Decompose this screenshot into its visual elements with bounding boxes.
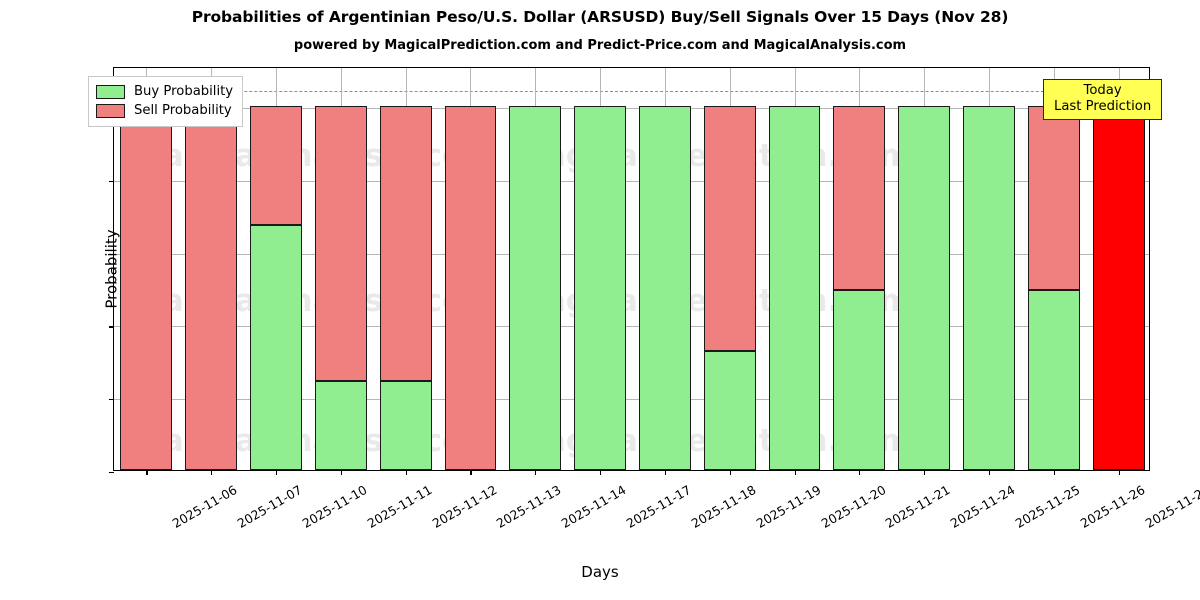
x-axis-tick-label: 2025-11-27 (1142, 482, 1200, 531)
bar-segment-buy[interactable] (509, 106, 562, 470)
legend-item-sell[interactable]: Sell Probability (96, 101, 233, 120)
y-axis-tick-mark (109, 472, 114, 474)
today-annotation: Today Last Prediction (1043, 79, 1163, 120)
bar-2025-11-13[interactable] (444, 66, 497, 470)
legend-swatch-buy-icon (96, 84, 125, 99)
x-axis-tick-mark (1118, 470, 1120, 475)
bar-segment-sell[interactable] (185, 106, 238, 470)
x-axis-tick-label: 2025-11-13 (494, 482, 564, 531)
x-axis-tick-mark (146, 470, 148, 475)
gridline-horizontal (114, 180, 1149, 182)
bar-segment-sell[interactable] (703, 106, 756, 351)
gridline-horizontal (114, 326, 1149, 328)
legend-item-buy[interactable]: Buy Probability (96, 82, 233, 101)
bar-2025-11-07[interactable] (185, 66, 238, 470)
bar-segment-sell[interactable] (314, 106, 367, 381)
bar-2025-11-06[interactable] (120, 66, 173, 470)
x-axis-tick-label: 2025-11-26 (1077, 482, 1148, 531)
bar-2025-11-11[interactable] (314, 66, 367, 470)
bar-2025-11-24[interactable] (898, 66, 951, 470)
x-axis-tick-mark (664, 470, 666, 475)
gridline-horizontal (114, 253, 1149, 255)
bar-2025-11-12[interactable] (379, 66, 432, 470)
x-axis-tick-label: 2025-11-24 (947, 482, 1018, 531)
bar-2025-11-10[interactable] (250, 66, 302, 470)
bar-segment-sell[interactable] (379, 106, 432, 381)
bar-segment-buy[interactable] (574, 106, 626, 470)
bar-segment-today[interactable] (1092, 106, 1145, 470)
page-title: Probabilities of Argentinian Peso/U.S. D… (191, 8, 1009, 26)
x-axis-tick-mark (340, 470, 342, 475)
bar-segment-sell[interactable] (250, 106, 302, 226)
x-axis-tick-label: 2025-11-18 (688, 482, 759, 531)
x-axis-tick-label: 2025-11-19 (753, 482, 824, 531)
x-axis-tick-mark (729, 470, 731, 475)
bar-segment-sell[interactable] (833, 106, 886, 290)
gridline-horizontal (114, 108, 1149, 110)
bar-2025-11-21[interactable] (833, 66, 886, 470)
bar-2025-11-25[interactable] (963, 66, 1015, 470)
bar-2025-11-27[interactable] (1092, 66, 1145, 470)
legend-label-buy: Buy Probability (134, 84, 234, 99)
y-axis-tick-mark (109, 326, 114, 328)
x-axis-tick-label: 2025-11-25 (1012, 482, 1083, 531)
bar-segment-buy[interactable] (703, 350, 756, 470)
plot-area: MagicalAnalysis.comMagicalPrediction.com… (103, 67, 1200, 531)
bar-segment-buy[interactable] (379, 380, 432, 470)
x-axis-tick-mark (600, 470, 602, 475)
today-annotation-line1: Today (1083, 83, 1122, 98)
x-axis-tick-label: 2025-11-14 (558, 482, 629, 531)
threshold-line (114, 91, 1149, 92)
x-axis-tick-label: 2025-11-17 (623, 482, 694, 531)
x-axis-tick-label: 2025-11-11 (364, 482, 435, 531)
bar-2025-11-20[interactable] (768, 66, 821, 470)
x-axis-label: Days (581, 563, 619, 581)
bar-segment-buy[interactable] (314, 380, 367, 470)
legend-swatch-sell-icon (96, 103, 125, 118)
today-annotation-line2: Last Prediction (1054, 99, 1152, 114)
chart-legend: Buy Probability Sell Probability (88, 76, 244, 127)
bar-2025-11-17[interactable] (574, 66, 626, 470)
bar-segment-sell[interactable] (120, 106, 173, 470)
x-axis-tick-mark (924, 470, 926, 475)
bar-2025-11-14[interactable] (509, 66, 562, 470)
x-axis-tick-label: 2025-11-07 (234, 482, 305, 531)
x-axis-tick-label: 2025-11-10 (299, 482, 370, 531)
x-axis-tick-mark (1053, 470, 1055, 475)
legend-label-sell: Sell Probability (134, 103, 232, 118)
bar-2025-11-19[interactable] (703, 66, 756, 470)
bar-segment-sell[interactable] (1027, 106, 1080, 290)
x-axis-tick-label: 2025-11-06 (170, 482, 240, 531)
x-axis-tick-label: 2025-11-12 (429, 482, 500, 531)
bar-segment-buy[interactable] (250, 225, 302, 470)
bar-segment-sell[interactable] (444, 106, 497, 470)
bar-segment-buy[interactable] (1027, 289, 1080, 470)
chart-subtitle: powered by MagicalPrediction.com and Pre… (293, 38, 907, 53)
gridline-horizontal (114, 399, 1149, 401)
bar-segment-buy[interactable] (898, 106, 951, 470)
bar-segment-buy[interactable] (638, 106, 691, 470)
x-axis-tick-mark (276, 470, 278, 475)
x-axis-tick-label: 2025-11-21 (882, 482, 953, 531)
x-axis-tick-label: 2025-11-20 (818, 482, 889, 531)
bar-segment-buy[interactable] (833, 289, 886, 470)
bar-segment-buy[interactable] (768, 106, 821, 470)
y-axis-tick-mark (109, 253, 114, 255)
bar-2025-11-26[interactable] (1027, 66, 1080, 470)
x-axis-tick-mark (211, 470, 213, 475)
x-axis-tick-mark (794, 470, 796, 475)
y-axis-label: Probability (102, 229, 121, 309)
y-axis-tick-mark (109, 399, 114, 401)
x-axis-tick-mark (859, 470, 861, 475)
x-axis-tick-mark (405, 470, 407, 475)
x-axis-tick-mark (988, 470, 991, 475)
y-axis-tick-mark (109, 180, 114, 182)
bar-segment-buy[interactable] (963, 106, 1015, 470)
bar-2025-11-18[interactable] (638, 66, 691, 470)
bars-layer (114, 68, 1149, 470)
x-axis-tick-mark (470, 470, 472, 475)
x-axis-tick-mark (535, 470, 537, 475)
